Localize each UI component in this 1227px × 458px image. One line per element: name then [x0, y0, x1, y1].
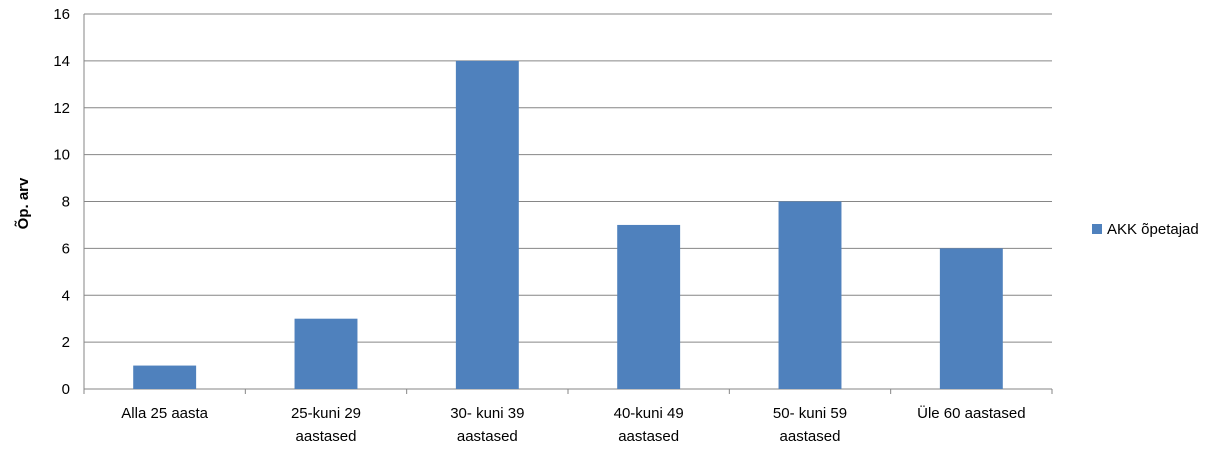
axes: [84, 14, 1052, 394]
x-tick-label: 40-kuni 49: [614, 405, 684, 422]
y-tick-label: 4: [62, 287, 70, 304]
legend-label: AKK õpetajad: [1107, 221, 1199, 238]
x-tick-label: 25-kuni 29: [291, 405, 361, 422]
gridlines: [84, 14, 1052, 342]
tick-labels: 0 2 4 6 8 10 12 14 16 Alla 25 aasta 25-kuni 29 aast…: [53, 6, 1025, 445]
y-tick-label: 16: [53, 6, 70, 23]
bars: [133, 61, 1003, 389]
bar: [779, 202, 842, 390]
x-tick-label: aastased: [296, 428, 357, 445]
y-tick-label: 0: [62, 381, 70, 398]
bar: [940, 248, 1003, 389]
x-tick-label: Üle 60 aastased: [917, 404, 1025, 422]
y-tick-label: 8: [62, 194, 70, 211]
x-tick-label: Alla 25 aasta: [121, 405, 208, 422]
y-axis-title: Õp. arv: [14, 177, 32, 229]
x-tick-label: aastased: [780, 428, 841, 445]
x-tick-label: 50- kuni 59: [773, 405, 847, 422]
legend-swatch: [1092, 224, 1102, 234]
x-tick-label: aastased: [618, 428, 679, 445]
y-tick-label: 14: [53, 53, 70, 70]
y-tick-label: 12: [53, 100, 70, 117]
bar: [133, 366, 196, 389]
bar: [617, 225, 680, 389]
y-tick-label: 10: [53, 147, 70, 164]
y-tick-label: 2: [62, 334, 70, 351]
legend: AKK õpetajad: [1092, 221, 1199, 238]
bar: [456, 61, 519, 389]
x-tick-label: 30- kuni 39: [450, 405, 524, 422]
y-tick-label: 6: [62, 240, 70, 257]
x-tick-label: aastased: [457, 428, 518, 445]
bar: [295, 319, 358, 389]
